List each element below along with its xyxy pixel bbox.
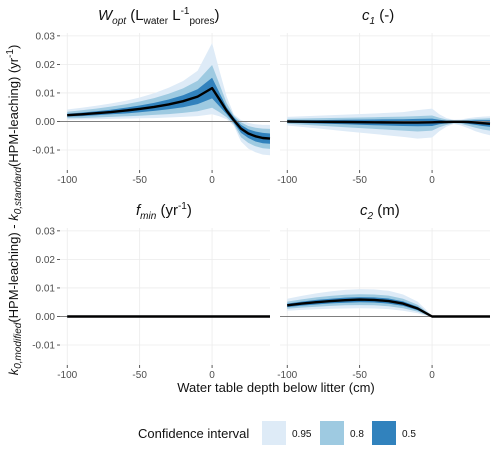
legend-label-95: 0.95 [292, 429, 312, 440]
y-tick-label: -0.01 [32, 146, 55, 157]
panel-title-fmin: fmin (yr-1) [136, 201, 192, 222]
x-tick-label: -100 [277, 370, 297, 381]
legend-label-80: 0.8 [350, 429, 364, 440]
y-tick-label: 0.02 [36, 255, 56, 266]
panel-title-c2: c2 (m) [360, 202, 400, 222]
panel-c2: -100 -50 0 [277, 228, 490, 381]
x-tick-label: -100 [57, 175, 77, 186]
x-tick-label: -100 [277, 175, 297, 186]
legend-swatch-95 [262, 421, 286, 445]
ribbon-ci50 [287, 297, 490, 317]
legend: Confidence interval 0.95 0.8 0.5 [138, 421, 416, 445]
median-line [287, 298, 490, 318]
x-tick-label: 0 [429, 370, 435, 381]
legend-title: Confidence interval [138, 426, 249, 441]
x-axis-label: Water table depth below litter (cm) [177, 380, 374, 395]
x-tick-label: 0 [209, 370, 215, 381]
panel-title-c1: c1 (-) [362, 7, 394, 27]
panels: -0.010.000.010.020.03-100 -50 0 -100 -50 0-0.… [32, 31, 491, 381]
x-tick-label: -50 [352, 175, 367, 186]
panel-wopt: -0.01 0.00 0.01 0.02 0.03 -100 -50 0 [32, 31, 271, 186]
legend-label-50: 0.5 [402, 429, 416, 440]
y-tick-label: 0.01 [36, 88, 56, 99]
y-tick-label: 0.02 [36, 60, 56, 71]
panel-fmin: -0.01 0.00 0.01 0.02 0.03 -100 -50 0 [32, 226, 270, 381]
y-tick-label: 0.00 [36, 117, 56, 128]
y-tick-label: 0.03 [36, 31, 56, 42]
x-tick-label: 0 [209, 175, 215, 186]
ribbon-ci80 [287, 294, 490, 318]
x-tick-label: -50 [132, 175, 147, 186]
y-tick-label: 0.00 [36, 312, 56, 323]
panel-title-wopt: Wopt (Lwater L-1pores) [98, 6, 219, 27]
y-axis-label: k0,modified(HPM-leaching) - k0,standard(… [5, 45, 24, 376]
median-line [67, 86, 271, 140]
legend-swatch-80 [320, 421, 344, 445]
y-tick-label: 0.01 [36, 283, 56, 294]
y-tick-label: 0.03 [36, 226, 56, 237]
legend-swatch-50 [372, 421, 396, 445]
x-tick-label: -50 [132, 370, 147, 381]
x-tick-label: -50 [352, 370, 367, 381]
panel-c1: -100 -50 0 [277, 33, 491, 186]
ribbon-ci50 [67, 77, 270, 144]
y-tick-label: -0.01 [32, 341, 55, 352]
median-line [287, 120, 491, 125]
x-tick-label: 0 [429, 175, 435, 186]
x-tick-label: -100 [57, 370, 77, 381]
